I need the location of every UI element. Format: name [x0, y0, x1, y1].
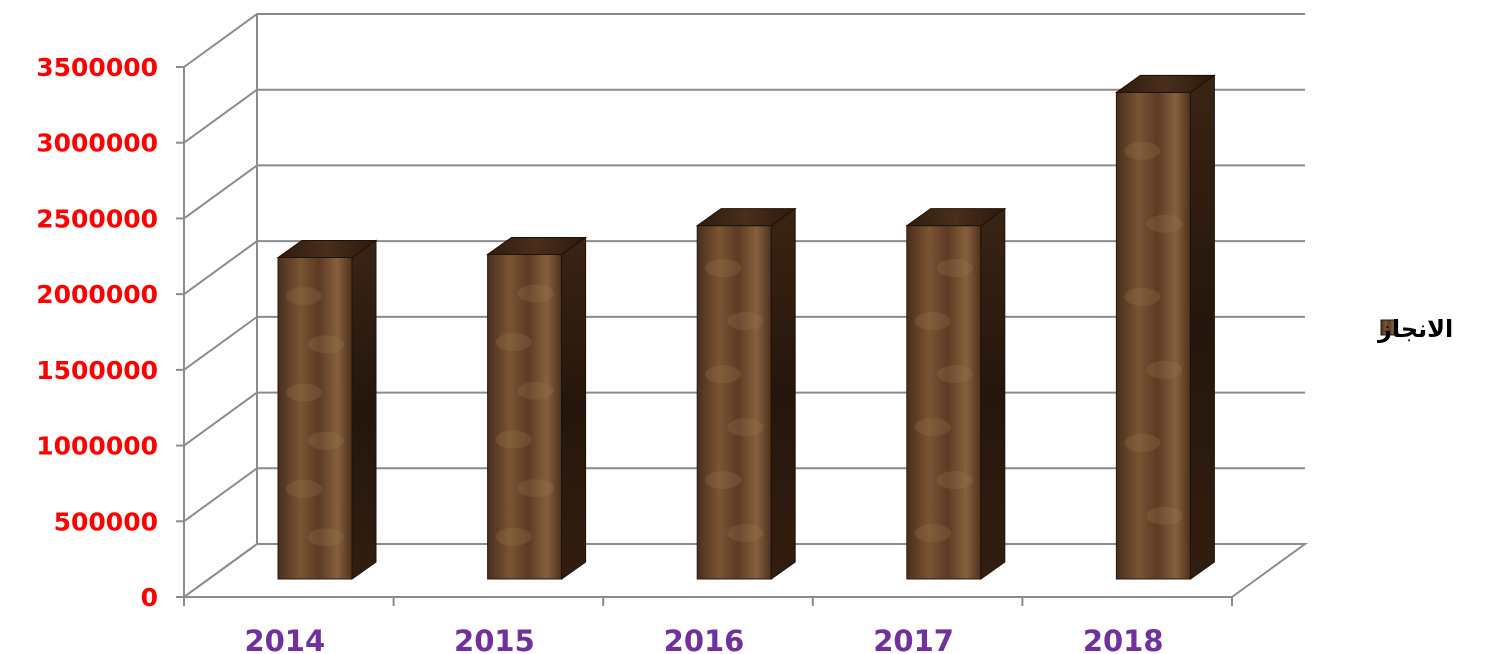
bar-side	[351, 239, 377, 580]
bar-texture	[1146, 214, 1183, 233]
bar-side	[1189, 74, 1215, 580]
bar	[905, 207, 1007, 580]
bar-texture	[495, 527, 532, 546]
y-tick-label: 500000	[54, 507, 158, 536]
y-tick-labels: 0 500000 1000000 1500000 2000000 2500000 30000…	[36, 53, 158, 612]
bar-texture	[517, 479, 554, 498]
x-tick-label: 2016	[664, 624, 745, 654]
y-tick-label: 2000000	[36, 280, 158, 309]
bar-front	[696, 225, 772, 580]
bar-texture	[1146, 360, 1183, 379]
bar-texture	[914, 418, 951, 437]
y-tick-label: 0	[141, 583, 158, 612]
bar	[1114, 74, 1216, 580]
bar-top	[905, 208, 1007, 227]
bar-texture	[914, 312, 951, 331]
bar-texture	[914, 524, 951, 543]
bar-texture	[1124, 141, 1161, 160]
bar-texture	[517, 381, 554, 400]
bar-texture	[936, 471, 973, 490]
bar-texture	[727, 524, 764, 543]
y-tick-label: 1000000	[36, 432, 158, 461]
bar-texture	[285, 479, 322, 498]
bar-top	[276, 239, 378, 258]
bar-top	[695, 208, 797, 227]
bar-texture	[517, 284, 554, 303]
bar-texture	[936, 365, 973, 384]
bar-texture	[285, 287, 322, 306]
bar-top	[1114, 74, 1216, 93]
x-tick-label: 2015	[454, 624, 535, 654]
bar-side	[770, 207, 796, 580]
legend-label: الانجاز	[1377, 315, 1453, 343]
legend-swatch	[1380, 319, 1397, 336]
y-tick-label: 2500000	[36, 204, 158, 233]
x-tick-label: 2018	[1083, 624, 1164, 654]
bar-texture	[727, 312, 764, 331]
bar-front	[487, 253, 563, 580]
bar-texture	[308, 431, 345, 450]
bar-top	[486, 236, 588, 255]
bar-texture	[285, 383, 322, 402]
x-tick-label: 2017	[873, 624, 954, 654]
bar-texture	[727, 418, 764, 437]
bar-texture	[936, 259, 973, 278]
bar-texture	[1146, 506, 1183, 525]
bar-texture	[495, 430, 532, 449]
y-tick-label: 1500000	[36, 356, 158, 385]
bar-front	[1115, 91, 1191, 580]
bar	[276, 239, 378, 580]
bars	[276, 74, 1216, 580]
y-tick-label: 3000000	[36, 129, 158, 158]
bar-texture	[1124, 287, 1161, 306]
bar	[486, 236, 588, 580]
bar-texture	[308, 335, 345, 354]
bar-side	[561, 236, 587, 580]
y-tick-label: 3500000	[36, 53, 158, 82]
bar-front	[277, 256, 353, 580]
bar-texture	[705, 259, 742, 278]
legend: الانجاز	[1377, 315, 1453, 343]
gridline	[183, 13, 1305, 68]
x-tick-labels: 2014 2015 2016 2017 2018	[244, 624, 1163, 654]
bar	[695, 207, 797, 580]
x-tick-label: 2014	[244, 624, 325, 654]
bar-texture	[1124, 433, 1161, 452]
bar-texture	[308, 528, 345, 547]
bar-texture	[495, 333, 532, 352]
bar-side	[980, 207, 1006, 580]
bar-texture	[705, 365, 742, 384]
bar-texture	[705, 471, 742, 490]
